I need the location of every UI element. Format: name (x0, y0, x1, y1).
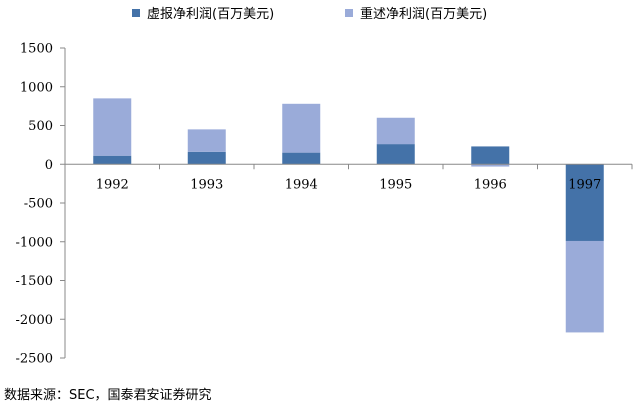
x-tick-label-1996: 1996 (474, 177, 507, 192)
bar-1997-series-1 (565, 164, 604, 241)
bar-1995-series-2 (376, 117, 415, 145)
legend-label-2: 重述净利润(百万美元) (360, 6, 487, 22)
bar-1996-series-1 (471, 146, 510, 165)
bar-1994-series-2 (282, 103, 321, 153)
y-tick-label: -2000 (16, 313, 53, 328)
bar-1997-series-2 (565, 240, 604, 333)
bar-1995-series-1 (376, 144, 415, 165)
stacked-bar-chart: 1500 1000 500 0 -500 -1000 -1500 -2000 -2500 1992… (16, 6, 633, 367)
y-tick-label: -500 (24, 197, 53, 212)
y-tick-label: 0 (45, 158, 53, 173)
bar-1993-series-2 (187, 129, 226, 152)
bar-1996-series-2 (471, 164, 510, 167)
y-tick-label: 500 (28, 119, 53, 134)
bar-1992-series-1 (93, 155, 132, 165)
y-tick-label: -1000 (16, 235, 53, 250)
bar-1994-series-1 (282, 152, 321, 165)
source-note: 数据来源：SEC，国泰君安证券研究 (4, 388, 212, 403)
y-tick-label: 1500 (20, 42, 53, 57)
legend-swatch-2 (345, 9, 353, 17)
legend-label-1: 虚报净利润(百万美元) (147, 7, 274, 22)
x-tick-label-1992: 1992 (96, 177, 129, 192)
x-tick-label-1997: 1997 (568, 177, 601, 192)
bar-1992-series-2 (93, 98, 132, 156)
x-tick-label-1995: 1995 (379, 177, 412, 192)
bar-1993-series-1 (187, 151, 226, 165)
y-tick-label: -2500 (16, 352, 53, 367)
y-tick-label: 1000 (20, 80, 53, 95)
y-tick-label: -1500 (16, 274, 53, 289)
x-tick-label-1994: 1994 (285, 177, 318, 192)
legend-swatch-1 (132, 9, 140, 17)
x-tick-label-1993: 1993 (190, 177, 223, 192)
